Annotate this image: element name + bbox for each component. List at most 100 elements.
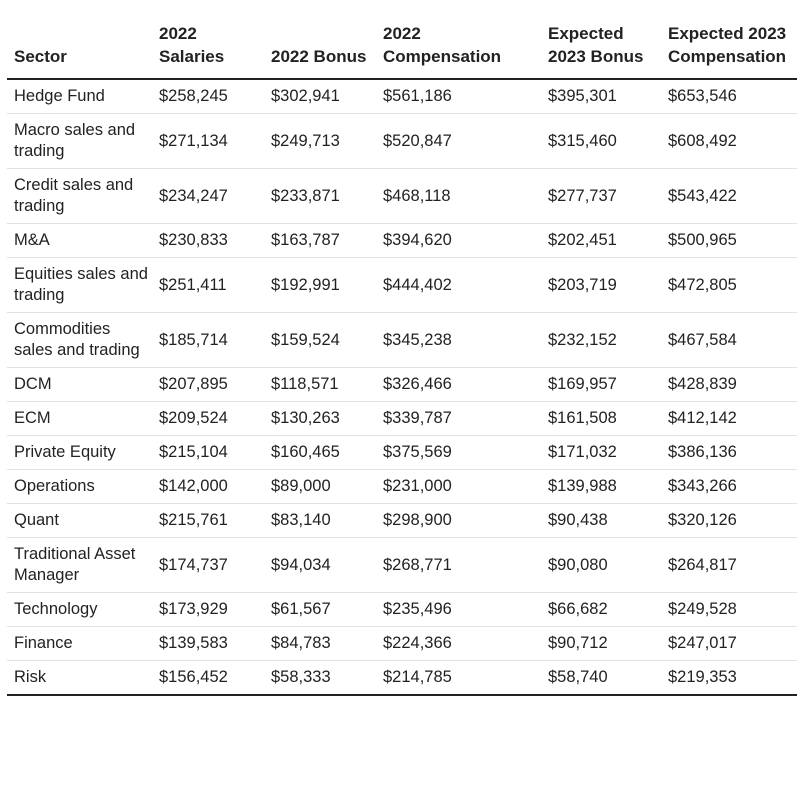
column-header-2022-compensation: 2022 Compensation <box>376 0 541 80</box>
bonus-2022-cell: $118,571 <box>264 367 376 402</box>
expected-bonus-2023-cell: $139,988 <box>541 469 661 504</box>
bonus-2022-cell: $160,465 <box>264 435 376 470</box>
compensation-2022-cell: $224,366 <box>376 626 541 661</box>
table-row: Quant $215,761 $83,140 $298,900 $90,438 $320,… <box>7 503 797 538</box>
sector-cell: M&A <box>7 223 152 258</box>
bonus-2022-cell: $83,140 <box>264 503 376 538</box>
table-row: Equities sales and trading $251,411 $192,9… <box>7 257 797 313</box>
compensation-2022-cell: $345,238 <box>376 312 541 368</box>
table-row: Finance $139,583 $84,783 $224,366 $90,712 $24… <box>7 626 797 661</box>
bonus-2022-cell: $130,263 <box>264 401 376 436</box>
bonus-2022-cell: $89,000 <box>264 469 376 504</box>
bonus-2022-cell: $163,787 <box>264 223 376 258</box>
compensation-2022-cell: $326,466 <box>376 367 541 402</box>
salary-2022-cell: $251,411 <box>152 257 264 313</box>
column-header-expected-2023-compensation: Expected 2023 Compensation <box>661 0 797 80</box>
sector-cell: DCM <box>7 367 152 402</box>
sector-cell: Commodities sales and trading <box>7 312 152 368</box>
salary-2022-cell: $215,104 <box>152 435 264 470</box>
expected-compensation-2023-cell: $500,965 <box>661 223 797 258</box>
expected-compensation-2023-cell: $219,353 <box>661 660 797 696</box>
header-row: Sector 2022 Salaries 2022 Bonus 2022 Compen… <box>7 0 797 80</box>
salary-2022-cell: $234,247 <box>152 168 264 224</box>
bonus-2022-cell: $233,871 <box>264 168 376 224</box>
sector-cell: Credit sales and trading <box>7 168 152 224</box>
sector-cell: Macro sales and trading <box>7 113 152 169</box>
table-row: Traditional Asset Manager $174,737 $94,034… <box>7 537 797 593</box>
salary-2022-cell: $215,761 <box>152 503 264 538</box>
table-row: Private Equity $215,104 $160,465 $375,569 $1… <box>7 435 797 470</box>
expected-bonus-2023-cell: $161,508 <box>541 401 661 436</box>
expected-bonus-2023-cell: $90,438 <box>541 503 661 538</box>
table-body: Hedge Fund $258,245 $302,941 $561,186 $395,3… <box>7 79 797 696</box>
table-row: Risk $156,452 $58,333 $214,785 $58,740 $219,3… <box>7 660 797 696</box>
expected-compensation-2023-cell: $386,136 <box>661 435 797 470</box>
table-header: Sector 2022 Salaries 2022 Bonus 2022 Compen… <box>7 0 797 80</box>
sector-cell: Hedge Fund <box>7 79 152 114</box>
expected-compensation-2023-cell: $247,017 <box>661 626 797 661</box>
expected-compensation-2023-cell: $428,839 <box>661 367 797 402</box>
expected-bonus-2023-cell: $315,460 <box>541 113 661 169</box>
compensation-2022-cell: $375,569 <box>376 435 541 470</box>
sector-cell: ECM <box>7 401 152 436</box>
expected-compensation-2023-cell: $543,422 <box>661 168 797 224</box>
compensation-table: Sector 2022 Salaries 2022 Bonus 2022 Compen… <box>7 0 797 696</box>
bonus-2022-cell: $249,713 <box>264 113 376 169</box>
column-header-expected-2023-bonus: Expected 2023 Bonus <box>541 0 661 80</box>
salary-2022-cell: $207,895 <box>152 367 264 402</box>
expected-bonus-2023-cell: $232,152 <box>541 312 661 368</box>
sector-cell: Quant <box>7 503 152 538</box>
table-row: DCM $207,895 $118,571 $326,466 $169,957 $428,… <box>7 367 797 402</box>
expected-compensation-2023-cell: $249,528 <box>661 592 797 627</box>
expected-bonus-2023-cell: $202,451 <box>541 223 661 258</box>
compensation-2022-cell: $235,496 <box>376 592 541 627</box>
table-row: Credit sales and trading $234,247 $233,871… <box>7 168 797 224</box>
expected-compensation-2023-cell: $343,266 <box>661 469 797 504</box>
salary-2022-cell: $185,714 <box>152 312 264 368</box>
expected-compensation-2023-cell: $467,584 <box>661 312 797 368</box>
table-row: Commodities sales and trading $185,714 $15… <box>7 312 797 368</box>
sector-cell: Private Equity <box>7 435 152 470</box>
bonus-2022-cell: $159,524 <box>264 312 376 368</box>
compensation-2022-cell: $468,118 <box>376 168 541 224</box>
table-row: Macro sales and trading $271,134 $249,713 $… <box>7 113 797 169</box>
expected-compensation-2023-cell: $264,817 <box>661 537 797 593</box>
table-row: Technology $173,929 $61,567 $235,496 $66,682… <box>7 592 797 627</box>
sector-cell: Traditional Asset Manager <box>7 537 152 593</box>
compensation-2022-cell: $268,771 <box>376 537 541 593</box>
compensation-2022-cell: $561,186 <box>376 79 541 114</box>
table-row: Operations $142,000 $89,000 $231,000 $139,98… <box>7 469 797 504</box>
column-header-2022-bonus: 2022 Bonus <box>264 0 376 80</box>
salary-2022-cell: $139,583 <box>152 626 264 661</box>
salary-2022-cell: $142,000 <box>152 469 264 504</box>
compensation-2022-cell: $298,900 <box>376 503 541 538</box>
compensation-2022-cell: $231,000 <box>376 469 541 504</box>
sector-cell: Equities sales and trading <box>7 257 152 313</box>
compensation-2022-cell: $394,620 <box>376 223 541 258</box>
expected-bonus-2023-cell: $395,301 <box>541 79 661 114</box>
bonus-2022-cell: $192,991 <box>264 257 376 313</box>
salary-2022-cell: $156,452 <box>152 660 264 696</box>
table-row: ECM $209,524 $130,263 $339,787 $161,508 $412,… <box>7 401 797 436</box>
table-row: Hedge Fund $258,245 $302,941 $561,186 $395,3… <box>7 79 797 114</box>
salary-2022-cell: $271,134 <box>152 113 264 169</box>
sector-cell: Risk <box>7 660 152 696</box>
expected-compensation-2023-cell: $412,142 <box>661 401 797 436</box>
sector-cell: Operations <box>7 469 152 504</box>
expected-bonus-2023-cell: $58,740 <box>541 660 661 696</box>
expected-bonus-2023-cell: $90,712 <box>541 626 661 661</box>
salary-2022-cell: $258,245 <box>152 79 264 114</box>
bonus-2022-cell: $61,567 <box>264 592 376 627</box>
table-row: M&A $230,833 $163,787 $394,620 $202,451 $500,… <box>7 223 797 258</box>
bonus-2022-cell: $58,333 <box>264 660 376 696</box>
expected-bonus-2023-cell: $277,737 <box>541 168 661 224</box>
compensation-2022-cell: $444,402 <box>376 257 541 313</box>
column-header-sector: Sector <box>7 0 152 80</box>
sector-cell: Technology <box>7 592 152 627</box>
expected-bonus-2023-cell: $203,719 <box>541 257 661 313</box>
expected-bonus-2023-cell: $66,682 <box>541 592 661 627</box>
salary-2022-cell: $173,929 <box>152 592 264 627</box>
expected-compensation-2023-cell: $320,126 <box>661 503 797 538</box>
expected-compensation-2023-cell: $472,805 <box>661 257 797 313</box>
